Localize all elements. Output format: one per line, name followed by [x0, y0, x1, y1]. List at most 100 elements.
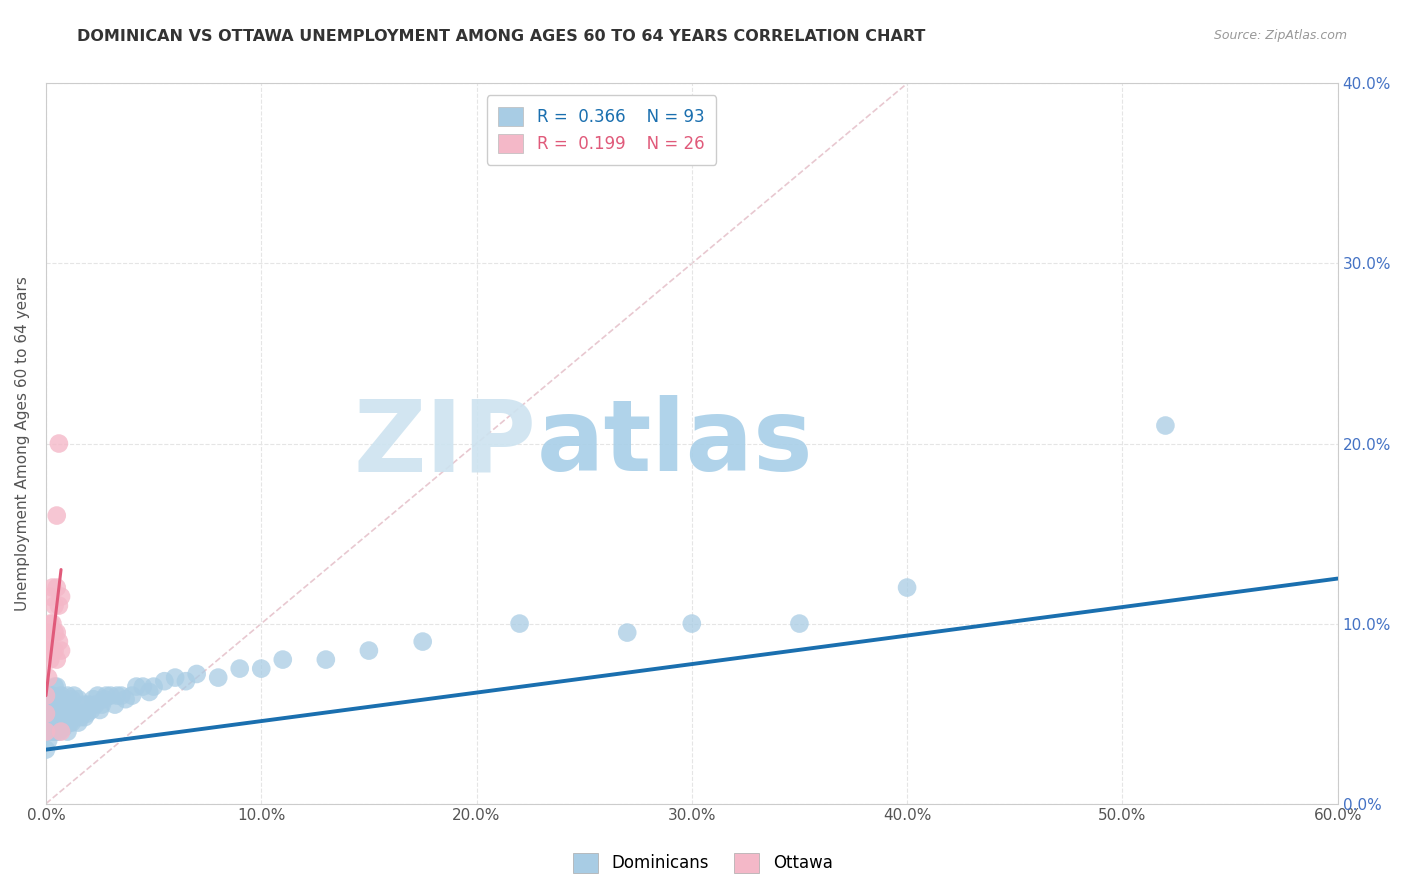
Point: [59, 698, 82, 712]
Point: [114, 692, 136, 706]
Point: [60, 692, 83, 706]
Text: DOMINICAN VS OTTAWA UNEMPLOYMENT AMONG AGES 60 TO 64 YEARS CORRELATION CHART: DOMINICAN VS OTTAWA UNEMPLOYMENT AMONG A…: [77, 29, 925, 44]
Point: [41, 715, 63, 730]
Point: [91, 698, 114, 712]
Point: [56, 724, 79, 739]
Point: [412, 634, 434, 648]
Point: [76, 706, 98, 721]
Point: [37, 706, 59, 721]
Point: [44, 715, 66, 730]
Legend: Dominicans, Ottawa: Dominicans, Ottawa: [567, 847, 839, 880]
Point: [35, 689, 58, 703]
Point: [45, 508, 67, 523]
Point: [52, 706, 75, 721]
Point: [73, 710, 96, 724]
Point: [41, 724, 63, 739]
Point: [49, 724, 72, 739]
Point: [39, 616, 62, 631]
Point: [121, 689, 143, 703]
Point: [45, 706, 67, 721]
Point: [1154, 418, 1177, 433]
Point: [41, 689, 63, 703]
Point: [41, 706, 63, 721]
Point: [39, 724, 62, 739]
Point: [84, 698, 107, 712]
Point: [44, 706, 66, 721]
Point: [37, 715, 59, 730]
Point: [44, 698, 66, 712]
Point: [138, 685, 160, 699]
Point: [48, 692, 70, 706]
Point: [60, 715, 83, 730]
Point: [52, 692, 75, 706]
Text: ZIP: ZIP: [354, 395, 537, 492]
Point: [89, 703, 111, 717]
Point: [72, 706, 94, 721]
Point: [37, 733, 59, 747]
Point: [45, 625, 67, 640]
Point: [44, 643, 66, 657]
Point: [56, 706, 79, 721]
Point: [49, 698, 72, 712]
Point: [45, 698, 67, 712]
Point: [67, 715, 90, 730]
Point: [73, 698, 96, 712]
Point: [174, 674, 197, 689]
Point: [48, 436, 70, 450]
Point: [35, 706, 58, 721]
Text: Source: ZipAtlas.com: Source: ZipAtlas.com: [1213, 29, 1347, 42]
Point: [250, 662, 273, 676]
Point: [53, 715, 76, 730]
Point: [52, 721, 75, 735]
Point: [509, 616, 531, 631]
Point: [63, 710, 86, 724]
Point: [48, 634, 70, 648]
Text: atlas: atlas: [537, 395, 814, 492]
Point: [35, 724, 58, 739]
Point: [96, 689, 118, 703]
Point: [315, 652, 337, 666]
Point: [132, 680, 155, 694]
Point: [44, 724, 66, 739]
Point: [44, 625, 66, 640]
Point: [110, 689, 132, 703]
Point: [228, 662, 250, 676]
Point: [82, 692, 104, 706]
Point: [100, 689, 122, 703]
Point: [37, 671, 59, 685]
Point: [45, 581, 67, 595]
Point: [207, 671, 229, 685]
Point: [45, 680, 67, 694]
Point: [44, 599, 66, 613]
Point: [37, 625, 59, 640]
Legend: R =  0.366    N = 93, R =  0.199    N = 26: R = 0.366 N = 93, R = 0.199 N = 26: [486, 95, 716, 165]
Point: [48, 703, 70, 717]
Point: [44, 680, 66, 694]
Point: [39, 652, 62, 666]
Point: [37, 689, 59, 703]
Point: [41, 616, 63, 631]
Point: [49, 689, 72, 703]
Y-axis label: Unemployment Among Ages 60 to 64 years: Unemployment Among Ages 60 to 64 years: [15, 277, 30, 611]
Point: [153, 674, 176, 689]
Point: [49, 643, 72, 657]
Point: [69, 710, 91, 724]
Point: [357, 643, 380, 657]
Point: [142, 680, 165, 694]
Point: [896, 581, 918, 595]
Point: [104, 698, 127, 712]
Point: [77, 698, 100, 712]
Point: [616, 625, 638, 640]
Point: [35, 706, 58, 721]
Point: [56, 689, 79, 703]
Point: [65, 706, 87, 721]
Point: [48, 599, 70, 613]
Point: [86, 689, 108, 703]
Point: [67, 692, 90, 706]
Point: [681, 616, 703, 631]
Point: [41, 698, 63, 712]
Point: [45, 652, 67, 666]
Point: [35, 742, 58, 756]
Point: [39, 698, 62, 712]
Point: [63, 689, 86, 703]
